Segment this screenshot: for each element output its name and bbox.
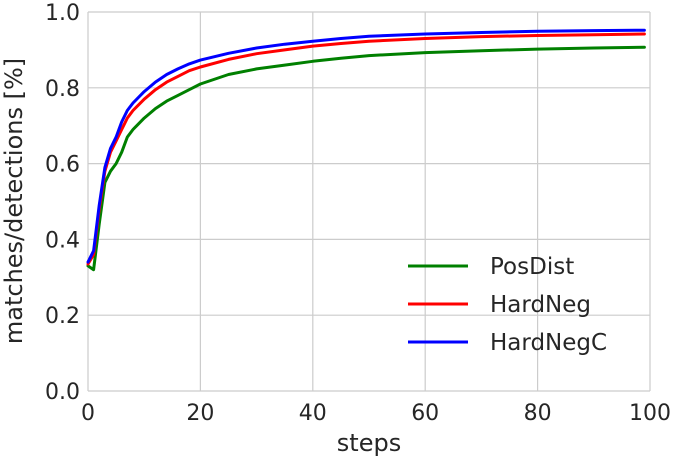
x-tick-label: 80 <box>524 401 552 426</box>
legend: PosDist HardNeg HardNegC <box>408 254 607 356</box>
x-tick-label: 0 <box>81 401 95 426</box>
series-line-posdist <box>86 45 646 272</box>
y-axis-label: matches/detections [%] <box>0 58 28 344</box>
series-line-hardnegc <box>86 28 646 264</box>
legend-label: HardNeg <box>490 292 591 318</box>
x-tick-label: 40 <box>299 401 327 426</box>
tick-labels: 0 20 40 60 80 100 0.0 0.2 0.4 0.6 0.8 1.0 <box>45 1 671 426</box>
x-tick-label: 20 <box>186 401 214 426</box>
grid <box>87 11 651 392</box>
legend-label: PosDist <box>490 254 574 280</box>
legend-label: HardNegC <box>490 330 607 356</box>
y-tick-label: 0.6 <box>45 153 80 178</box>
x-tick-label: 60 <box>411 401 439 426</box>
series-lines <box>86 28 646 272</box>
y-tick-label: 0.2 <box>45 304 80 329</box>
y-tick-label: 0.8 <box>45 77 80 102</box>
x-axis-label: steps <box>337 429 401 457</box>
y-tick-label: 0.4 <box>45 228 80 253</box>
y-tick-label: 1.0 <box>45 1 80 26</box>
y-tick-label: 0.0 <box>45 380 80 405</box>
x-tick-label: 100 <box>629 401 671 426</box>
